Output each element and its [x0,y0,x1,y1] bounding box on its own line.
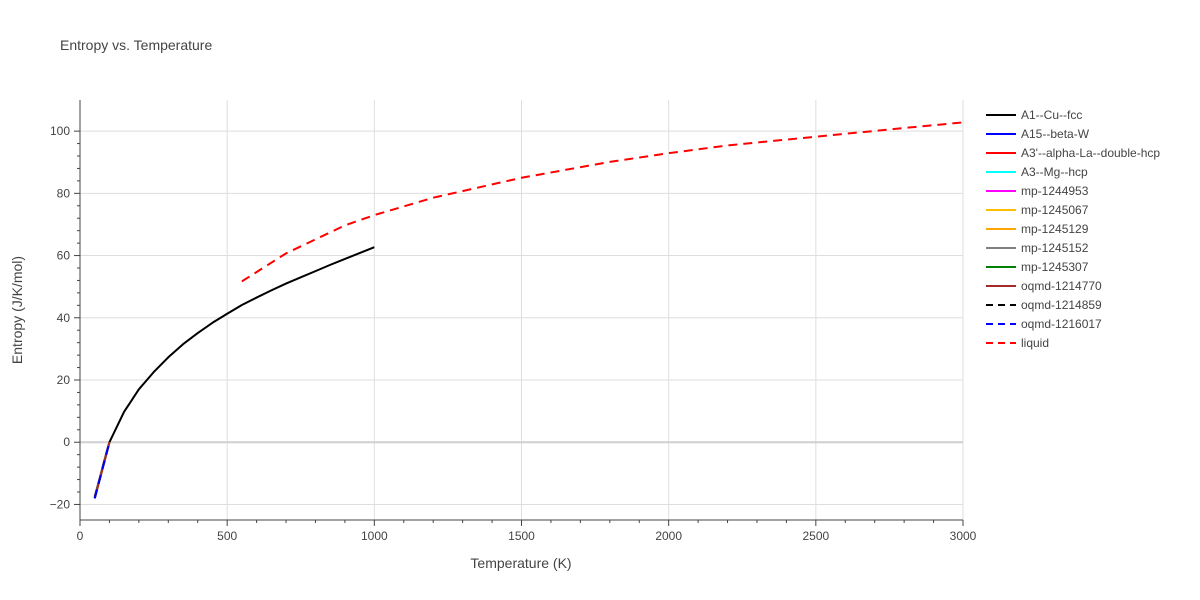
y-tick-label: 60 [57,249,71,263]
y-tick-label: −20 [50,497,71,511]
x-tick-label: 2500 [802,529,829,543]
x-tick-label: 1500 [508,529,535,543]
legend-label: liquid [1021,336,1049,350]
y-tick-label: 100 [50,124,70,138]
y-tick-label: 80 [57,186,71,200]
x-tick-label: 3000 [950,529,977,543]
legend-label: oqmd-1214859 [1021,298,1102,312]
x-tick-label: 2000 [655,529,682,543]
series-line-a1-cu-fcc [93,246,375,497]
legend-label: mp-1245152 [1021,241,1089,255]
legend-label: mp-1244953 [1021,184,1089,198]
chart-title: Entropy vs. Temperature [60,37,212,53]
x-axis-title: Temperature (K) [470,555,571,571]
x-tick-label: 1000 [361,529,388,543]
legend-label: A3--Mg--hcp [1021,165,1088,179]
y-tick-label: 40 [57,311,71,325]
legend-label: A3'--alpha-La--double-hcp [1021,146,1160,160]
legend-label: A1--Cu--fcc [1021,108,1082,122]
x-tick-label: 0 [77,529,84,543]
grid [80,100,964,520]
legend-label: mp-1245307 [1021,260,1089,274]
legend-label: A15--beta-W [1021,127,1090,141]
legend: A1--Cu--fcc A15--beta-W A3'--alpha-La--dou… [986,108,1160,350]
legend-label: oqmd-1214770 [1021,279,1102,293]
y-tick-label: 20 [57,373,71,387]
y-tick-label: 0 [63,435,70,449]
series-line-oqmd-1216017 [93,441,111,499]
legend-label: mp-1245129 [1021,222,1089,236]
axes: 0 500 1000 1500 2000 2500 3000 −20 0 20 40 60 80 100 [50,100,977,543]
series-line-liquid [241,121,964,283]
legend-label: mp-1245067 [1021,203,1089,217]
x-tick-label: 500 [217,529,237,543]
legend-label: oqmd-1216017 [1021,317,1102,331]
plot-area [93,121,964,499]
y-axis-title: Entropy (J/K/mol) [9,256,25,364]
